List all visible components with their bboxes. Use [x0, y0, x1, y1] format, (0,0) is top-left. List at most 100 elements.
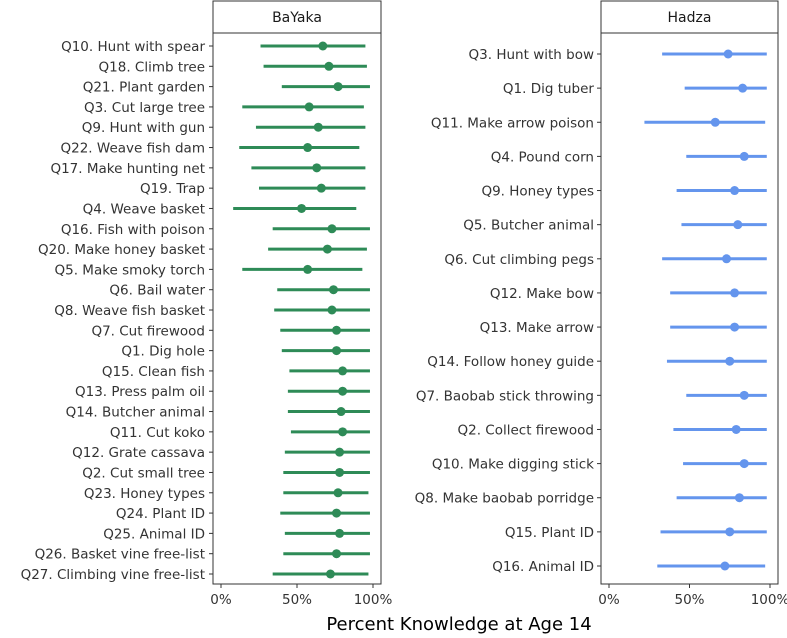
estimate-point: [332, 325, 342, 335]
estimate-point: [335, 447, 345, 457]
estimate-point: [332, 508, 342, 518]
estimate-point: [730, 322, 740, 332]
estimate-point: [725, 356, 735, 366]
estimate-point: [328, 285, 338, 295]
estimate-point: [720, 561, 730, 571]
strip-header-hadza: [600, 0, 779, 34]
estimate-point: [332, 549, 342, 559]
estimate-point: [731, 424, 741, 434]
estimate-point: [739, 151, 749, 161]
category-label: Q19. Trap: [140, 181, 205, 197]
estimate-point: [333, 82, 343, 92]
x-tick-label: 50%: [674, 592, 704, 608]
category-label: Q9. Honey types: [481, 184, 594, 200]
estimate-point: [327, 305, 337, 315]
category-label: Q12. Grate cassava: [72, 445, 205, 461]
category-label: Q5. Butcher animal: [463, 218, 594, 234]
estimate-point: [739, 459, 749, 469]
category-label: Q1. Dig tuber: [503, 81, 595, 97]
category-label: Q15. Plant ID: [505, 525, 594, 541]
x-tick-label: 0%: [210, 592, 232, 608]
panel-border-hadza: [600, 32, 779, 585]
estimate-point: [730, 288, 740, 298]
estimate-point: [327, 224, 337, 234]
estimate-point: [723, 49, 733, 59]
category-label: Q18. Climb tree: [99, 59, 205, 75]
category-label: Q16. Animal ID: [492, 559, 594, 575]
category-label: Q24. Plant ID: [116, 506, 205, 522]
strip-header-bayaka: [212, 0, 382, 34]
estimate-point: [316, 183, 326, 193]
estimate-point: [303, 264, 313, 274]
estimate-point: [734, 493, 744, 503]
category-label: Q22. Weave fish dam: [61, 141, 206, 157]
x-tick-label: 0%: [598, 592, 620, 608]
estimate-point: [332, 346, 342, 356]
category-label: Q6. Cut climbing pegs: [444, 252, 594, 268]
category-label: Q25. Animal ID: [103, 526, 205, 542]
x-axis-title: Percent Knowledge at Age 14: [326, 614, 591, 635]
panel-hadza: Hadza 0% 50% 100% Q3. Hunt with bow Q1. Dig t…: [415, 0, 787, 608]
estimate-point: [725, 527, 735, 537]
category-label: Q4. Weave basket: [83, 201, 205, 217]
estimate-point: [733, 220, 743, 230]
estimate-point: [297, 203, 307, 213]
category-label: Q5. Make smoky torch: [55, 262, 206, 278]
category-label: Q17. Make hunting net: [50, 161, 205, 177]
panels-layer: BaYaka 0% 50% 100% Q10. Hunt with spear Q18. …: [21, 0, 787, 608]
category-label: Q12. Make bow: [490, 286, 594, 302]
category-label: Q10. Hunt with spear: [61, 39, 205, 55]
category-label: Q2. Collect firewood: [458, 422, 595, 438]
category-label: Q20. Make honey basket: [38, 242, 205, 258]
x-tick-label: 50%: [282, 592, 312, 608]
category-label: Q14. Butcher animal: [66, 405, 205, 421]
category-label: Q6. Bail water: [109, 283, 205, 299]
category-label: Q11. Cut koko: [110, 425, 205, 441]
category-label: Q9. Hunt with gun: [82, 120, 205, 136]
estimate-point: [303, 143, 313, 153]
estimate-point: [318, 41, 328, 51]
strip-label-hadza: Hadza: [668, 10, 712, 26]
category-label: Q7. Cut firewood: [91, 323, 205, 339]
estimate-point: [338, 366, 348, 376]
estimate-point: [338, 386, 348, 396]
estimate-point: [338, 427, 348, 437]
category-label: Q14. Follow honey guide: [427, 354, 594, 370]
estimate-point: [739, 390, 749, 400]
category-label: Q11. Make arrow poison: [431, 115, 594, 131]
estimate-point: [730, 186, 740, 196]
category-label: Q16. Fish with poison: [61, 222, 205, 238]
estimate-point: [336, 407, 346, 417]
category-label: Q27. Climbing vine free-list: [21, 567, 205, 583]
category-label: Q7. Baobab stick throwing: [416, 388, 594, 404]
category-label: Q23. Honey types: [84, 486, 205, 502]
category-label: Q13. Press palm oil: [75, 384, 205, 400]
category-label: Q10. Make digging stick: [432, 457, 594, 473]
category-label: Q3. Hunt with bow: [469, 47, 594, 63]
estimate-point: [738, 83, 748, 93]
estimate-point: [324, 61, 334, 71]
category-label: Q1. Dig hole: [121, 344, 205, 360]
estimate-point: [710, 117, 720, 127]
estimate-point: [304, 102, 314, 112]
estimate-point: [722, 254, 732, 264]
panel-bayaka: BaYaka 0% 50% 100% Q10. Hunt with spear Q18. …: [21, 0, 393, 608]
category-label: Q8. Weave fish basket: [54, 303, 205, 319]
category-label: Q8. Make baobab porridge: [415, 491, 594, 507]
estimate-point: [335, 528, 345, 538]
category-label: Q15. Clean fish: [102, 364, 205, 380]
category-label: Q3. Cut large tree: [84, 100, 205, 116]
category-label: Q13. Make arrow: [480, 320, 594, 336]
estimate-point: [335, 467, 345, 477]
x-tick-label: 100%: [751, 592, 787, 608]
estimate-point: [322, 244, 332, 254]
estimate-point: [325, 569, 335, 579]
estimate-point: [313, 122, 323, 132]
strip-label-bayaka: BaYaka: [272, 10, 322, 26]
category-label: Q26. Basket vine free-list: [35, 547, 205, 563]
estimate-point: [312, 163, 322, 173]
category-label: Q4. Pound corn: [491, 149, 594, 165]
x-tick-label: 100%: [354, 592, 393, 608]
category-label: Q21. Plant garden: [83, 80, 205, 96]
